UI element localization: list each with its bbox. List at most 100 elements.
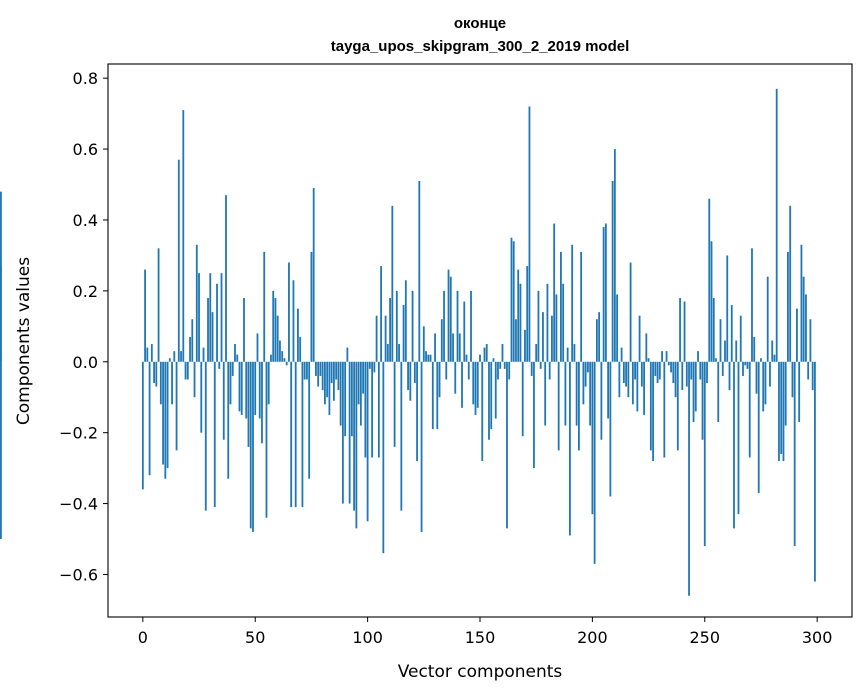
bar-293 bbox=[800, 244, 803, 362]
bar-201 bbox=[593, 361, 596, 564]
bar-296 bbox=[807, 361, 810, 380]
bar-200 bbox=[591, 361, 594, 515]
y-tick-label--0.4: −0.4 bbox=[59, 495, 98, 514]
bar-14 bbox=[173, 351, 176, 362]
bar-203 bbox=[598, 312, 601, 362]
bar-88 bbox=[339, 361, 342, 426]
bar-7 bbox=[157, 248, 160, 362]
x-tick-label-200: 200 bbox=[577, 628, 608, 647]
bar-269 bbox=[746, 361, 749, 369]
bar-103 bbox=[373, 361, 376, 373]
bar-176 bbox=[537, 290, 540, 362]
bar-230 bbox=[658, 361, 661, 380]
bar-59 bbox=[274, 297, 277, 362]
bar-0 bbox=[141, 361, 144, 490]
bar-150 bbox=[479, 354, 481, 362]
bar-207 bbox=[607, 361, 610, 419]
bar-109 bbox=[386, 344, 389, 362]
bar-202 bbox=[595, 319, 598, 362]
bar-227 bbox=[652, 361, 654, 462]
bar-18 bbox=[182, 110, 185, 362]
bar-128 bbox=[429, 354, 432, 362]
bar-290 bbox=[793, 361, 796, 547]
bar-169 bbox=[521, 361, 524, 437]
bar-76 bbox=[312, 188, 315, 362]
bar-184 bbox=[555, 294, 558, 362]
y-tick-label--0.6: −0.6 bbox=[59, 565, 98, 584]
bar-254 bbox=[712, 297, 715, 362]
bar-275 bbox=[760, 358, 762, 362]
bar-49 bbox=[252, 361, 254, 532]
bar-280 bbox=[771, 340, 774, 362]
bar-155 bbox=[490, 361, 493, 430]
bar-13 bbox=[171, 361, 173, 405]
bar-249 bbox=[701, 361, 704, 440]
bar-78 bbox=[317, 361, 320, 387]
bar-196 bbox=[582, 361, 585, 405]
bar-232 bbox=[663, 361, 666, 458]
bar-153 bbox=[485, 344, 488, 362]
bar-295 bbox=[805, 294, 807, 362]
bar-86 bbox=[335, 361, 338, 380]
bar-197 bbox=[584, 361, 587, 387]
bar-62 bbox=[281, 351, 284, 362]
plot-frame bbox=[107, 63, 853, 618]
bar-191 bbox=[571, 244, 574, 362]
bar-229 bbox=[656, 361, 659, 384]
bar-105 bbox=[377, 361, 380, 458]
bar-222 bbox=[640, 361, 643, 387]
bar-294 bbox=[802, 276, 805, 362]
bar-2 bbox=[146, 347, 149, 362]
x-axis-label: Vector components bbox=[398, 662, 563, 682]
bar-170 bbox=[524, 329, 526, 362]
bar-126 bbox=[425, 351, 427, 362]
bar-268 bbox=[744, 361, 747, 366]
bar-212 bbox=[618, 361, 621, 398]
bar-26 bbox=[200, 361, 203, 433]
bar-179 bbox=[544, 361, 547, 426]
x-tick-label-0: 0 bbox=[138, 628, 148, 647]
y-axis-label: Components values bbox=[14, 257, 34, 425]
bar-279 bbox=[769, 361, 771, 387]
bar-133 bbox=[440, 319, 443, 362]
bar-104 bbox=[375, 315, 378, 362]
bar-264 bbox=[735, 340, 738, 362]
bar-251 bbox=[706, 361, 708, 384]
bar-299 bbox=[814, 361, 816, 582]
x-tick-label-50: 50 bbox=[245, 628, 265, 647]
bar-147 bbox=[472, 361, 475, 405]
bar-139 bbox=[454, 361, 457, 394]
bar-289 bbox=[791, 361, 794, 398]
bar-283 bbox=[778, 361, 780, 462]
bar-278 bbox=[766, 276, 769, 362]
bar-61 bbox=[279, 340, 281, 362]
bar-285 bbox=[782, 361, 785, 462]
bar-214 bbox=[622, 361, 625, 384]
bar-29 bbox=[207, 297, 209, 362]
bar-215 bbox=[625, 361, 627, 387]
bar-204 bbox=[600, 361, 603, 440]
bar-83 bbox=[328, 361, 331, 415]
bar-281 bbox=[773, 354, 776, 362]
bar-172 bbox=[528, 106, 531, 362]
bar-15 bbox=[175, 361, 178, 451]
bar-163 bbox=[508, 361, 511, 380]
bar-123 bbox=[418, 180, 421, 362]
y-tick-label-0: 0.0 bbox=[73, 353, 98, 372]
bar-9 bbox=[162, 361, 164, 465]
bar-255 bbox=[715, 358, 717, 362]
chart-title-line1: оконце bbox=[454, 15, 506, 32]
bar-8 bbox=[159, 361, 162, 405]
bar-21 bbox=[189, 336, 191, 362]
bar-149 bbox=[476, 361, 479, 408]
bar-63 bbox=[283, 358, 286, 362]
bar-218 bbox=[631, 361, 634, 405]
bar-119 bbox=[409, 361, 412, 401]
bar-24 bbox=[195, 244, 198, 362]
bar-47 bbox=[247, 361, 250, 447]
bar-247 bbox=[697, 351, 699, 362]
bar-146 bbox=[470, 290, 472, 362]
bar-270 bbox=[748, 361, 751, 458]
bar-108 bbox=[384, 315, 387, 362]
bar-284 bbox=[780, 361, 783, 454]
